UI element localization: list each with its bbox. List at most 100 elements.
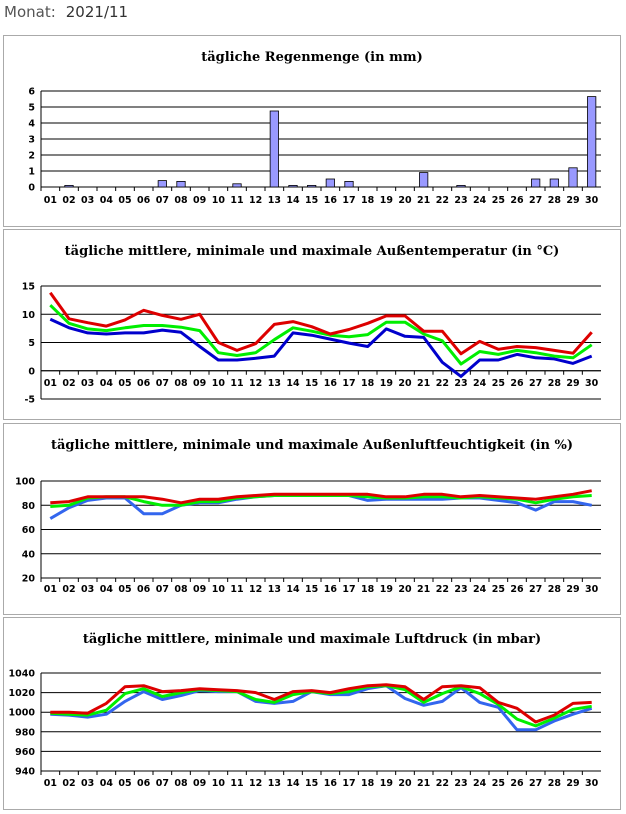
x-tick-label: 28 [548,195,562,206]
x-tick-label: 01 [44,378,57,389]
x-tick-label: 19 [380,195,393,206]
y-tick-label: 1020 [9,688,36,699]
x-tick-label: 27 [529,584,542,595]
y-tick-label: 5 [28,103,35,114]
x-tick-label: 05 [118,778,131,789]
y-tick-label: 80 [22,501,36,512]
rain-bar [325,178,335,188]
x-tick-label: 04 [100,584,114,595]
rain-bar [232,183,242,188]
x-tick-label: 06 [137,584,151,595]
x-tick-label: 28 [548,378,562,389]
x-tick-label: 05 [118,378,131,389]
rain-chart-panel: tägliche Regenmenge (in mm) 0 1 2 3 4 5 6 01 02 03… [3,35,621,227]
x-tick-label: 16 [324,195,338,206]
x-tick-label: 11 [230,584,243,595]
x-tick-label: 16 [324,378,338,389]
x-tick-label: 11 [230,778,243,789]
x-tick-label: 17 [342,778,355,789]
x-tick-label: 16 [324,584,338,595]
y-tick-label: 5 [28,338,35,349]
x-tick-label: 22 [436,378,449,389]
x-tick-label: 20 [398,378,412,389]
x-tick-label: 02 [62,778,75,789]
rain-bar [307,184,317,188]
y-tick-label: 1000 [9,708,36,719]
x-tick-label: 23 [454,378,467,389]
x-tick-label: 01 [44,584,57,595]
x-tick-label: 12 [249,195,262,206]
x-tick-label: 30 [585,778,599,789]
x-tick-label: 12 [249,584,262,595]
x-tick-label: 08 [174,584,188,595]
y-tick-label: 0 [28,183,35,194]
x-tick-label: 21 [417,195,430,206]
y-tick-label: -5 [24,395,35,406]
x-tick-label: 12 [249,778,262,789]
x-tick-label: 25 [492,195,505,206]
chart-title: tägliche mittlere, minimale und maximale… [83,632,541,647]
x-tick-label: 04 [100,195,114,206]
x-tick-label: 28 [548,584,562,595]
pressure-chart: tägliche mittlere, minimale und maximale… [9,632,601,789]
x-tick-label: 11 [230,378,243,389]
x-tick-label: 28 [548,778,562,789]
x-tick-label: 04 [100,378,114,389]
y-tick-label: 3 [28,135,35,146]
x-tick-label: 29 [566,584,579,595]
series-line-min [49,317,593,378]
x-tick-label: 17 [342,378,355,389]
y-tick-label: 40 [22,549,36,560]
x-tick-label: 07 [156,778,169,789]
x-tick-label: 14 [286,778,300,789]
y-tick-label: 1040 [9,669,36,680]
x-tick-label: 20 [398,584,412,595]
x-tick-label: 13 [268,195,281,206]
month-header: Monat: 2021/11 [4,3,128,21]
month-label: Monat: [4,3,56,21]
x-tick-label: 08 [174,778,188,789]
x-tick-label: 25 [492,378,505,389]
rain-bar [531,178,541,188]
y-tick-label: 60 [22,525,36,536]
series-line-max [49,291,593,356]
x-tick-label: 19 [380,778,393,789]
x-tick-label: 07 [156,584,169,595]
x-tick-label: 09 [193,378,206,389]
x-tick-label: 26 [510,378,524,389]
x-tick-label: 20 [398,778,412,789]
x-tick-label: 22 [436,195,449,206]
x-tick-label: 13 [268,378,281,389]
rain-bar [176,180,186,188]
x-tick-label: 18 [361,378,375,389]
x-tick-label: 23 [454,778,467,789]
x-tick-label: 09 [193,778,206,789]
x-tick-label: 11 [230,195,243,206]
rain-bar [64,184,74,188]
x-tick-label: 24 [473,778,487,789]
x-tick-label: 01 [44,195,57,206]
x-tick-label: 14 [286,378,300,389]
x-tick-label: 15 [305,378,318,389]
x-tick-label: 30 [585,378,599,389]
x-tick-label: 19 [380,378,393,389]
y-tick-label: 2 [28,151,35,162]
x-tick-label: 16 [324,778,338,789]
y-tick-label: 4 [28,119,35,130]
x-tick-label: 30 [585,195,599,206]
y-tick-label: 960 [15,747,35,758]
series-line-max [50,683,592,724]
x-tick-label: 21 [417,778,430,789]
x-tick-label: 09 [193,584,206,595]
x-tick-label: 07 [156,378,169,389]
x-tick-label: 27 [529,195,542,206]
x-tick-label: 17 [342,195,355,206]
x-tick-label: 27 [529,378,542,389]
series-line-mittel [49,304,593,366]
y-tick-label: 6 [28,87,35,98]
humidity-chart-panel: tägliche mittlere, minimale und maximale… [3,423,621,615]
y-tick-label: 940 [15,767,35,778]
x-tick-label: 05 [118,584,131,595]
x-tick-label: 24 [473,378,487,389]
